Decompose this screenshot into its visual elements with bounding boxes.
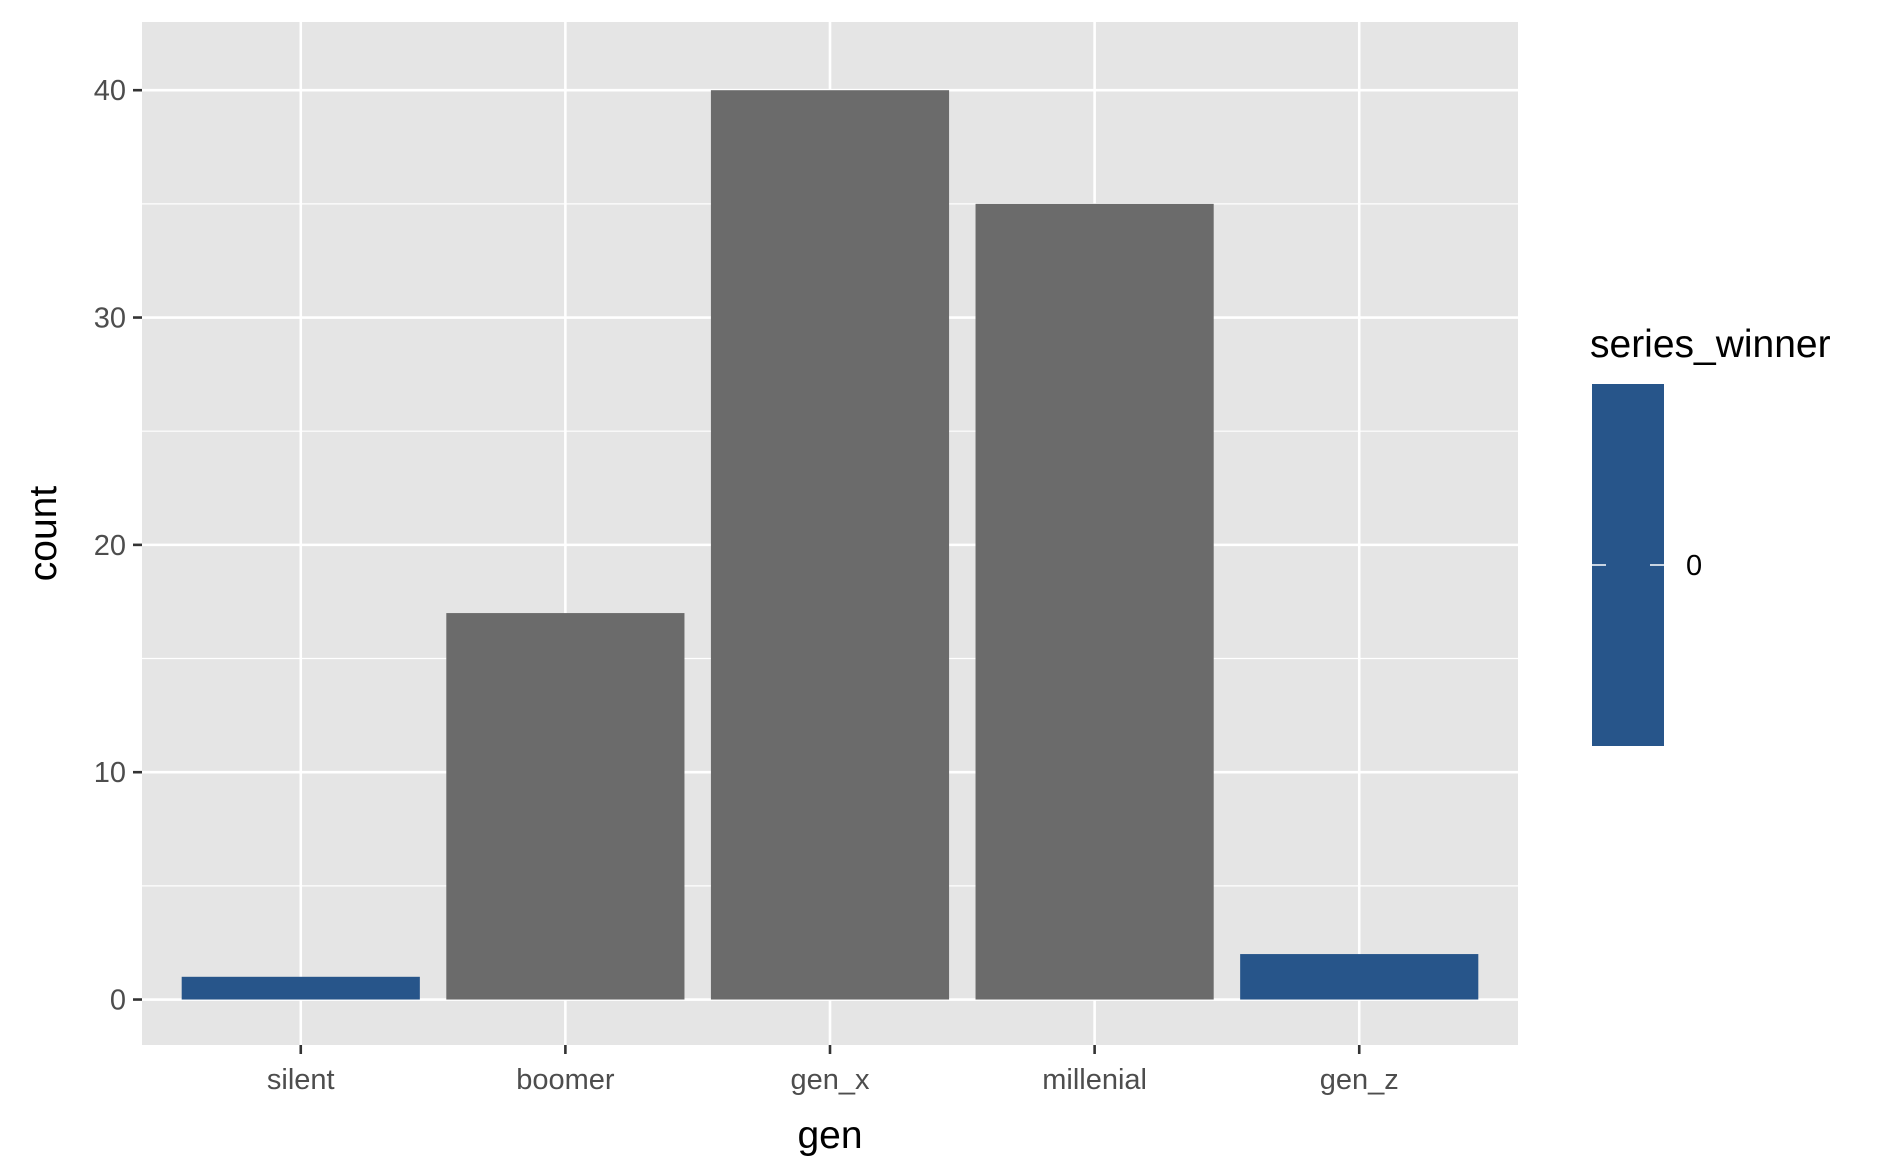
x-tick-label: millenial xyxy=(1042,1064,1147,1096)
x-axis: silent boomer gen_x millenial gen_z xyxy=(267,1045,1399,1096)
x-tick-label: gen_x xyxy=(790,1064,870,1096)
y-tick-label: 20 xyxy=(94,530,126,562)
legend-label: 0 xyxy=(1686,550,1702,582)
x-tick-label: silent xyxy=(267,1064,335,1096)
y-tick-label: 30 xyxy=(94,303,126,335)
y-axis: 0 10 20 30 40 xyxy=(94,75,142,1017)
bar-millenial xyxy=(975,203,1214,1000)
x-tick-label: gen_z xyxy=(1320,1064,1399,1096)
y-tick-label: 0 xyxy=(110,985,126,1017)
bar-boomer xyxy=(446,613,685,1000)
y-tick-label: 40 xyxy=(94,75,126,107)
y-tick-label: 10 xyxy=(94,757,126,789)
x-tick-label: boomer xyxy=(516,1064,615,1096)
legend-ticks: 0 xyxy=(1592,550,1702,582)
bar-gen_x xyxy=(710,90,950,1000)
bar-silent xyxy=(181,976,420,1000)
legend: series_winner 0 xyxy=(1590,323,1831,746)
bars xyxy=(181,90,1479,1000)
legend-title: series_winner xyxy=(1590,323,1831,366)
x-axis-title: gen xyxy=(797,1114,862,1157)
bar-gen_z xyxy=(1240,954,1479,1000)
y-axis-title: count xyxy=(22,486,65,582)
